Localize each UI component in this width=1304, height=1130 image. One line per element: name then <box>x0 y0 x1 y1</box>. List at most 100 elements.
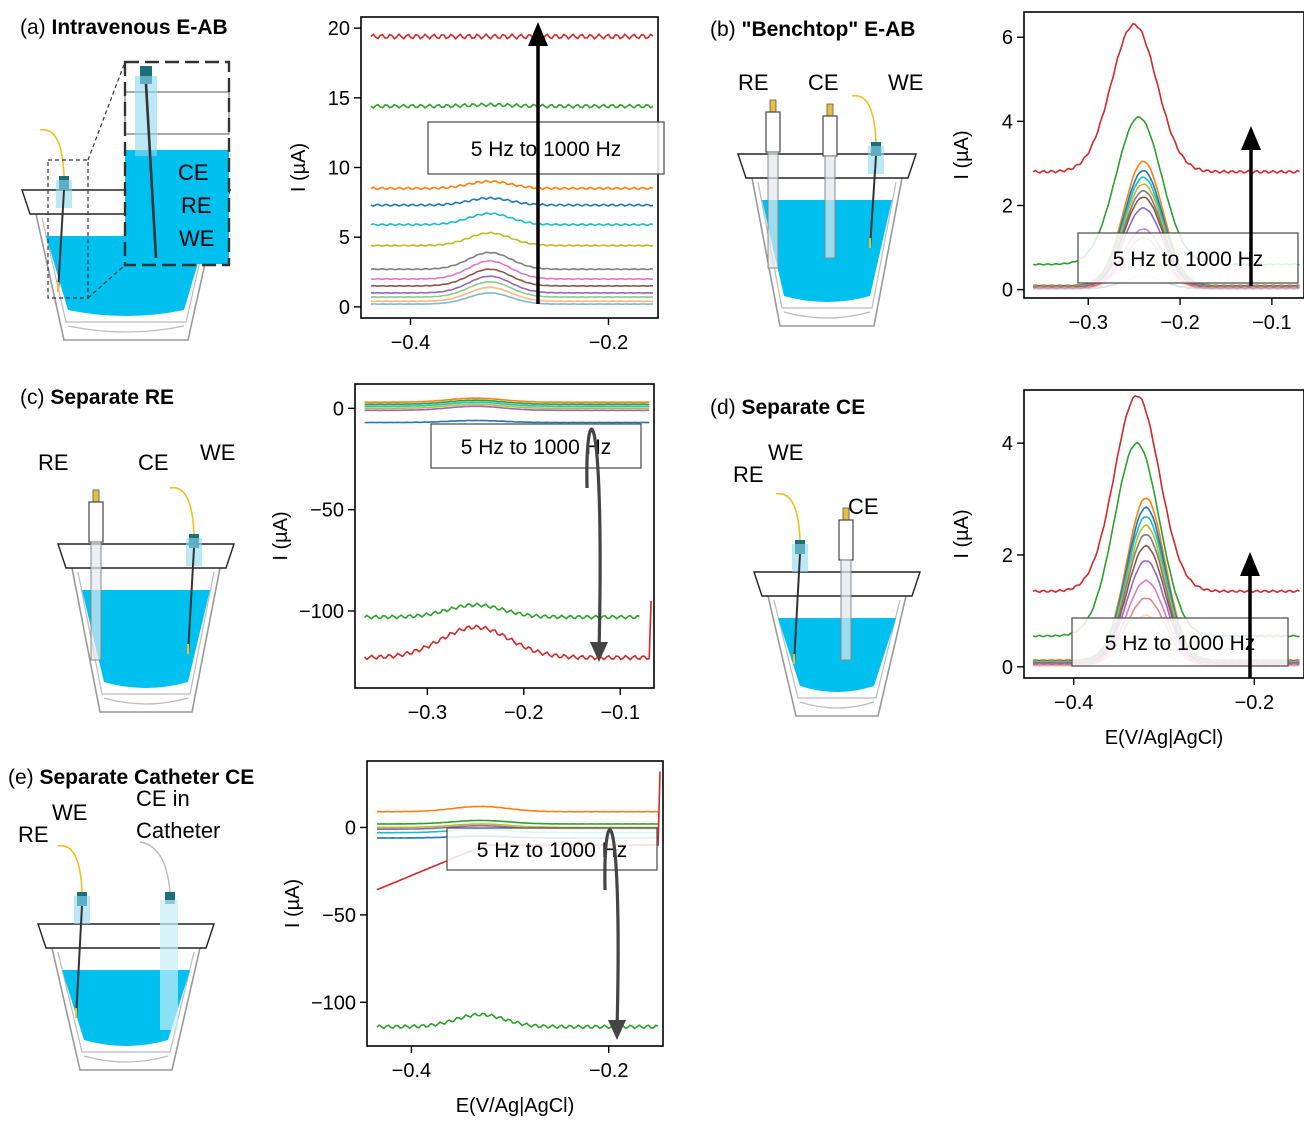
electrode-label-re: RE <box>733 462 764 487</box>
x-axis-label: E(V/Ag|AgCl) <box>456 1095 575 1117</box>
panel-b-chart: (b) "Benchtop" E-AB −0.3 −0.2 −0.1 0 2 4 6 I (µA… <box>710 11 1304 334</box>
panel-heading: (e) Separate Catheter CE <box>8 766 254 789</box>
beaker-base <box>783 311 871 319</box>
beaker-diagram-b: RE CE WE <box>737 70 923 327</box>
arrow-curve <box>585 427 602 653</box>
annotation-text: 5 Hz to 1000 Hz <box>477 839 628 862</box>
y-tick-label: 2 <box>1002 545 1013 567</box>
series-line <box>370 268 654 288</box>
series-line <box>370 212 654 227</box>
x-tick-label: −0.3 <box>1069 312 1108 334</box>
electrode-label-we: WE <box>888 70 923 95</box>
beaker-cup <box>71 567 221 713</box>
series-line <box>1032 441 1300 638</box>
series-line <box>364 397 650 404</box>
catheter-head <box>165 892 175 904</box>
x-axis-label: E(V/Ag|AgCl) <box>1105 727 1224 749</box>
series-line <box>364 405 650 412</box>
catheter-tube <box>160 900 178 1030</box>
plot-frame <box>1023 11 1304 299</box>
zoom-line <box>87 61 126 161</box>
x-tick-label: −0.2 <box>589 332 628 354</box>
series-line <box>376 805 659 813</box>
annotation-text: 5 Hz to 1000 Hz <box>1113 248 1264 271</box>
series-line <box>1032 22 1300 175</box>
electrode-label-catheter: Catheter <box>136 818 220 843</box>
y-tick-label: 5 <box>339 227 350 249</box>
beaker-base <box>799 701 875 709</box>
x-tick-label: −0.3 <box>408 702 447 724</box>
panel-label: (a) <box>20 16 52 39</box>
y-tick-label: −50 <box>310 500 344 522</box>
panel-heading: (b) "Benchtop" E-AB <box>710 18 915 41</box>
annotation-text: 5 Hz to 1000 Hz <box>1105 632 1256 655</box>
electrode-body <box>75 905 83 1019</box>
electrode-wire <box>57 844 83 893</box>
re-cap <box>826 103 834 117</box>
electrode-wire <box>851 94 877 143</box>
y-tick-label: −50 <box>322 905 356 927</box>
panel-label: (b) <box>710 18 742 41</box>
plot-frame <box>1023 389 1304 679</box>
solution-fill <box>62 970 190 1046</box>
re-cap <box>92 489 100 503</box>
panel-d-chart: (d) Separate CE −0.4 −0.2 0 2 4 I (µA) E(V/Ag|A… <box>710 389 1304 749</box>
electrode-label-ce: CE <box>178 160 209 185</box>
re-top <box>838 519 854 561</box>
electrode-label-we: WE <box>768 440 803 465</box>
panel-a-chart: (a) Intravenous E-AB −0.4 −0.2 0 5 10 15 20 I (µ… <box>20 16 665 354</box>
series-line <box>364 600 652 661</box>
y-tick-label: 6 <box>1002 27 1013 49</box>
y-tick-label: 2 <box>1002 195 1013 217</box>
y-tick-label: 15 <box>328 88 350 110</box>
arrow-curve <box>603 828 620 1031</box>
electrode-label-ce: CE in <box>136 786 190 811</box>
annotation-box <box>1077 232 1299 284</box>
y-axis-label: I (µA) <box>282 879 304 928</box>
annotation-text: 5 Hz to 1000 Hz <box>461 436 612 459</box>
beaker-cup <box>35 213 217 341</box>
beaker-diagram-c: RE CE WE <box>38 440 235 713</box>
annotation-box <box>446 827 658 871</box>
series-line <box>376 819 659 825</box>
annotation-box <box>1071 617 1289 667</box>
y-tick-label: 0 <box>333 398 344 420</box>
arrow-head <box>608 1020 626 1040</box>
arrow-head <box>590 642 608 662</box>
series-group <box>370 33 654 306</box>
panel-e-chart: (e) Separate Catheter CE −0.4 −0.2 0 −50 −100… <box>8 760 664 1117</box>
series-line <box>370 286 653 303</box>
x-tick-label: −0.2 <box>504 702 543 724</box>
electrode-label-re: RE <box>738 70 769 95</box>
series-line <box>370 275 654 294</box>
re-top <box>822 115 838 157</box>
x-tick-label: −0.4 <box>1054 692 1093 714</box>
y-tick-label: −100 <box>299 601 344 623</box>
re-tube <box>840 559 852 661</box>
plot-frame <box>366 760 664 1047</box>
series-group <box>364 397 652 661</box>
solution-fill <box>82 590 210 688</box>
x-tick-label: −0.1 <box>600 702 639 724</box>
panel-label: (c) <box>20 386 50 409</box>
electrode-label-ce: CE <box>808 70 839 95</box>
zoom-source-box <box>47 159 89 299</box>
electrode-label-re: RE <box>18 822 49 847</box>
y-tick-label: 0 <box>339 297 350 319</box>
x-tick-label: −0.2 <box>1160 312 1199 334</box>
beaker-inner <box>773 599 901 699</box>
electrode-label-ce: CE <box>848 494 879 519</box>
series-line <box>364 399 650 406</box>
series-line <box>370 179 654 191</box>
electrode-label-re: RE <box>181 193 212 218</box>
y-tick-label: −100 <box>311 992 356 1014</box>
electrode-wire <box>775 492 801 541</box>
beaker-diagram-a: CE RE WE <box>21 60 231 341</box>
beaker-rim <box>57 543 235 569</box>
zoom-inset-box <box>123 60 231 267</box>
y-tick-label: 0 <box>345 817 356 839</box>
series-line <box>1033 160 1300 287</box>
